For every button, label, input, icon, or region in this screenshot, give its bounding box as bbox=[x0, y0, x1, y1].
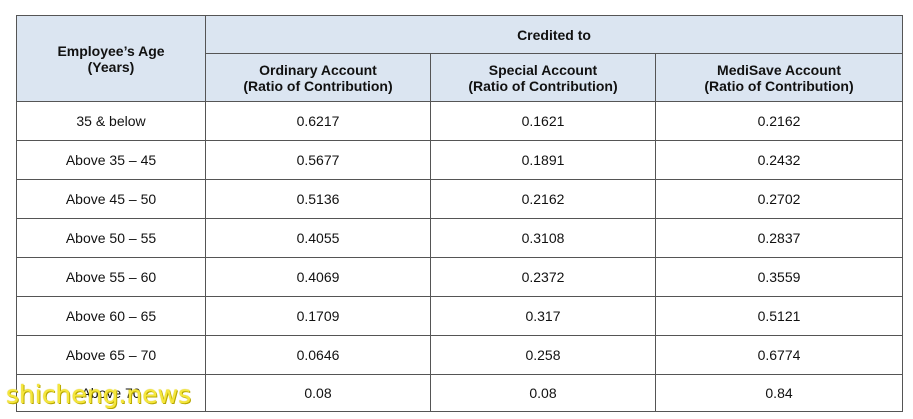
age-header-line: Employee’s Age bbox=[57, 42, 165, 59]
ordinary-ratio-cell: 0.4069 bbox=[205, 257, 431, 297]
special-ratio-cell: 0.1891 bbox=[430, 140, 656, 180]
column-subtitle: (Ratio of Contribution) bbox=[243, 77, 393, 94]
medisave-ratio-cell: 0.2837 bbox=[654, 218, 904, 258]
ordinary-ratio-cell: 0.5677 bbox=[205, 140, 431, 180]
age-cell: Above 60 – 65 bbox=[16, 296, 206, 336]
medisave-ratio-cell: 0.2432 bbox=[654, 140, 904, 180]
special-ratio-cell: 0.2162 bbox=[430, 179, 656, 219]
table-row: Above 65 – 70 0.0646 0.258 0.6774 bbox=[16, 335, 904, 375]
special-ratio-cell: 0.08 bbox=[430, 374, 656, 412]
ordinary-ratio-cell: 0.6217 bbox=[205, 101, 431, 141]
special-ratio-cell: 0.1621 bbox=[430, 101, 656, 141]
age-header-unit: (Years) bbox=[87, 58, 135, 75]
medisave-ratio-cell: 0.6774 bbox=[654, 335, 904, 375]
special-ratio-cell: 0.258 bbox=[430, 335, 656, 375]
age-cell: Above 35 – 45 bbox=[16, 140, 206, 180]
ordinary-ratio-cell: 0.08 bbox=[205, 374, 431, 412]
age-column-header: Employee’s Age (Years) bbox=[16, 15, 206, 102]
column-title: MediSave Account bbox=[717, 61, 841, 78]
ordinary-ratio-cell: 0.1709 bbox=[205, 296, 431, 336]
special-account-header: Special Account (Ratio of Contribution) bbox=[430, 53, 656, 102]
ordinary-ratio-cell: 0.5136 bbox=[205, 179, 431, 219]
special-ratio-cell: 0.2372 bbox=[430, 257, 656, 297]
ordinary-account-header: Ordinary Account (Ratio of Contribution) bbox=[205, 53, 431, 102]
table-row: Above 45 – 50 0.5136 0.2162 0.2702 bbox=[16, 179, 904, 219]
header-row-top: Employee’s Age (Years) Credited to bbox=[16, 15, 904, 102]
table-body: 35 & below 0.6217 0.1621 0.2162 Above 35 – 4… bbox=[16, 101, 904, 412]
credited-to-header: Credited to bbox=[204, 15, 904, 54]
column-title: Special Account bbox=[488, 61, 598, 78]
table-row: Above 70 0.08 0.08 0.84 bbox=[16, 374, 904, 412]
table-row: Above 50 – 55 0.4055 0.3108 0.2837 bbox=[16, 218, 904, 258]
ordinary-ratio-cell: 0.0646 bbox=[205, 335, 431, 375]
ordinary-ratio-cell: 0.4055 bbox=[205, 218, 431, 258]
special-ratio-cell: 0.317 bbox=[430, 296, 656, 336]
column-subtitle: (Ratio of Contribution) bbox=[468, 77, 618, 94]
column-subtitle: (Ratio of Contribution) bbox=[704, 77, 854, 94]
medisave-account-header: MediSave Account (Ratio of Contribution) bbox=[654, 53, 904, 102]
medisave-ratio-cell: 0.2162 bbox=[654, 101, 904, 141]
table-row: Above 60 – 65 0.1709 0.317 0.5121 bbox=[16, 296, 904, 336]
age-cell: Above 70 bbox=[16, 374, 206, 412]
medisave-ratio-cell: 0.84 bbox=[654, 374, 904, 412]
medisave-ratio-cell: 0.3559 bbox=[654, 257, 904, 297]
medisave-ratio-cell: 0.5121 bbox=[654, 296, 904, 336]
table-row: Above 55 – 60 0.4069 0.2372 0.3559 bbox=[16, 257, 904, 297]
header-row-accounts: Ordinary Account (Ratio of Contribution)… bbox=[17, 53, 904, 102]
age-cell: Above 50 – 55 bbox=[16, 218, 206, 258]
table-row: Above 35 – 45 0.5677 0.1891 0.2432 bbox=[16, 140, 904, 180]
medisave-ratio-cell: 0.2702 bbox=[654, 179, 904, 219]
age-cell: Above 55 – 60 bbox=[16, 257, 206, 297]
age-cell: 35 & below bbox=[16, 101, 206, 141]
special-ratio-cell: 0.3108 bbox=[430, 218, 656, 258]
age-cell: Above 45 – 50 bbox=[16, 179, 206, 219]
age-cell: Above 65 – 70 bbox=[16, 335, 206, 375]
column-title: Ordinary Account bbox=[259, 61, 377, 78]
table-row: 35 & below 0.6217 0.1621 0.2162 bbox=[16, 101, 904, 141]
contribution-ratio-table: Employee’s Age (Years) Credited to Ordin… bbox=[16, 15, 904, 412]
